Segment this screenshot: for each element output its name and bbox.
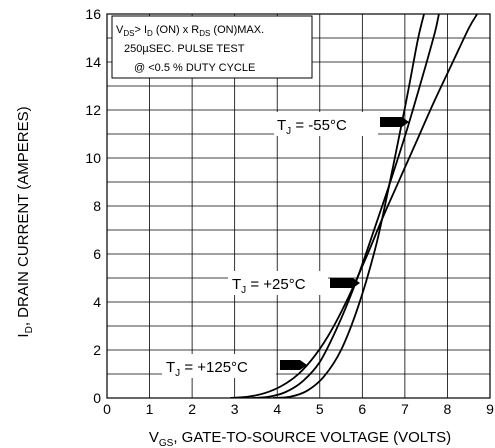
curves [230, 14, 478, 398]
arrow-icon [280, 360, 307, 370]
x-tick-label: 8 [444, 401, 452, 417]
x-tick-label: 5 [316, 401, 324, 417]
series-label-plus125: TJ = +125°C [162, 354, 307, 379]
y-tick-label: 4 [93, 294, 101, 310]
svg-text:TJ = +125°C: TJ = +125°C [166, 359, 248, 379]
plot-frame [106, 13, 491, 399]
series-label-plus25: TJ = +25°C [228, 271, 360, 296]
arrow-icon [380, 117, 409, 127]
x-axis-title: VGS, GATE-TO-SOURCE VOLTAGE (VOLTS) [149, 429, 451, 448]
y-tick-labels: 0 2 4 6 8 10 12 14 16 [85, 6, 101, 406]
x-tick-label: 9 [486, 401, 494, 417]
x-tick-label: 2 [188, 401, 196, 417]
test-condition-line-3: @ <0.5 % DUTY CYCLE [134, 62, 255, 74]
y-tick-label: 8 [93, 198, 101, 214]
test-condition-line-2: 250µSEC. PULSE TEST [124, 43, 245, 55]
arrow-icon [330, 278, 360, 288]
y-tick-label: 2 [93, 342, 101, 358]
svg-text:TJ = +25°C: TJ = +25°C [232, 276, 306, 296]
x-tick-label: 4 [273, 401, 281, 417]
y-tick-label: 12 [85, 102, 101, 118]
x-tick-labels: 0 1 2 3 4 5 6 7 8 9 [103, 401, 494, 417]
series-line-2 [272, 14, 425, 398]
test-conditions-box: VDS> ID (ON) x RDS (ON)MAX. 250µSEC. PUL… [111, 15, 313, 79]
y-tick-label: 0 [93, 390, 101, 406]
x-tick-label: 0 [103, 401, 111, 417]
y-axis-title: ID, DRAIN CURRENT (AMPERES) [15, 106, 35, 337]
x-tick-label: 6 [358, 401, 366, 417]
svg-text:TJ = -55°C: TJ = -55°C [277, 117, 347, 137]
y-tick-label: 16 [85, 6, 101, 22]
series-line-1 [251, 14, 440, 398]
x-tick-label: 3 [231, 401, 239, 417]
y-tick-label: 6 [93, 246, 101, 262]
y-tick-label: 10 [85, 150, 101, 166]
test-condition-line-1: VDS> ID (ON) x RDS (ON)MAX. [116, 24, 264, 38]
x-tick-label: 1 [146, 401, 154, 417]
x-tick-label: 7 [401, 401, 409, 417]
y-tick-label: 14 [85, 54, 101, 70]
series-label-minus55: TJ = -55°C [274, 112, 409, 137]
